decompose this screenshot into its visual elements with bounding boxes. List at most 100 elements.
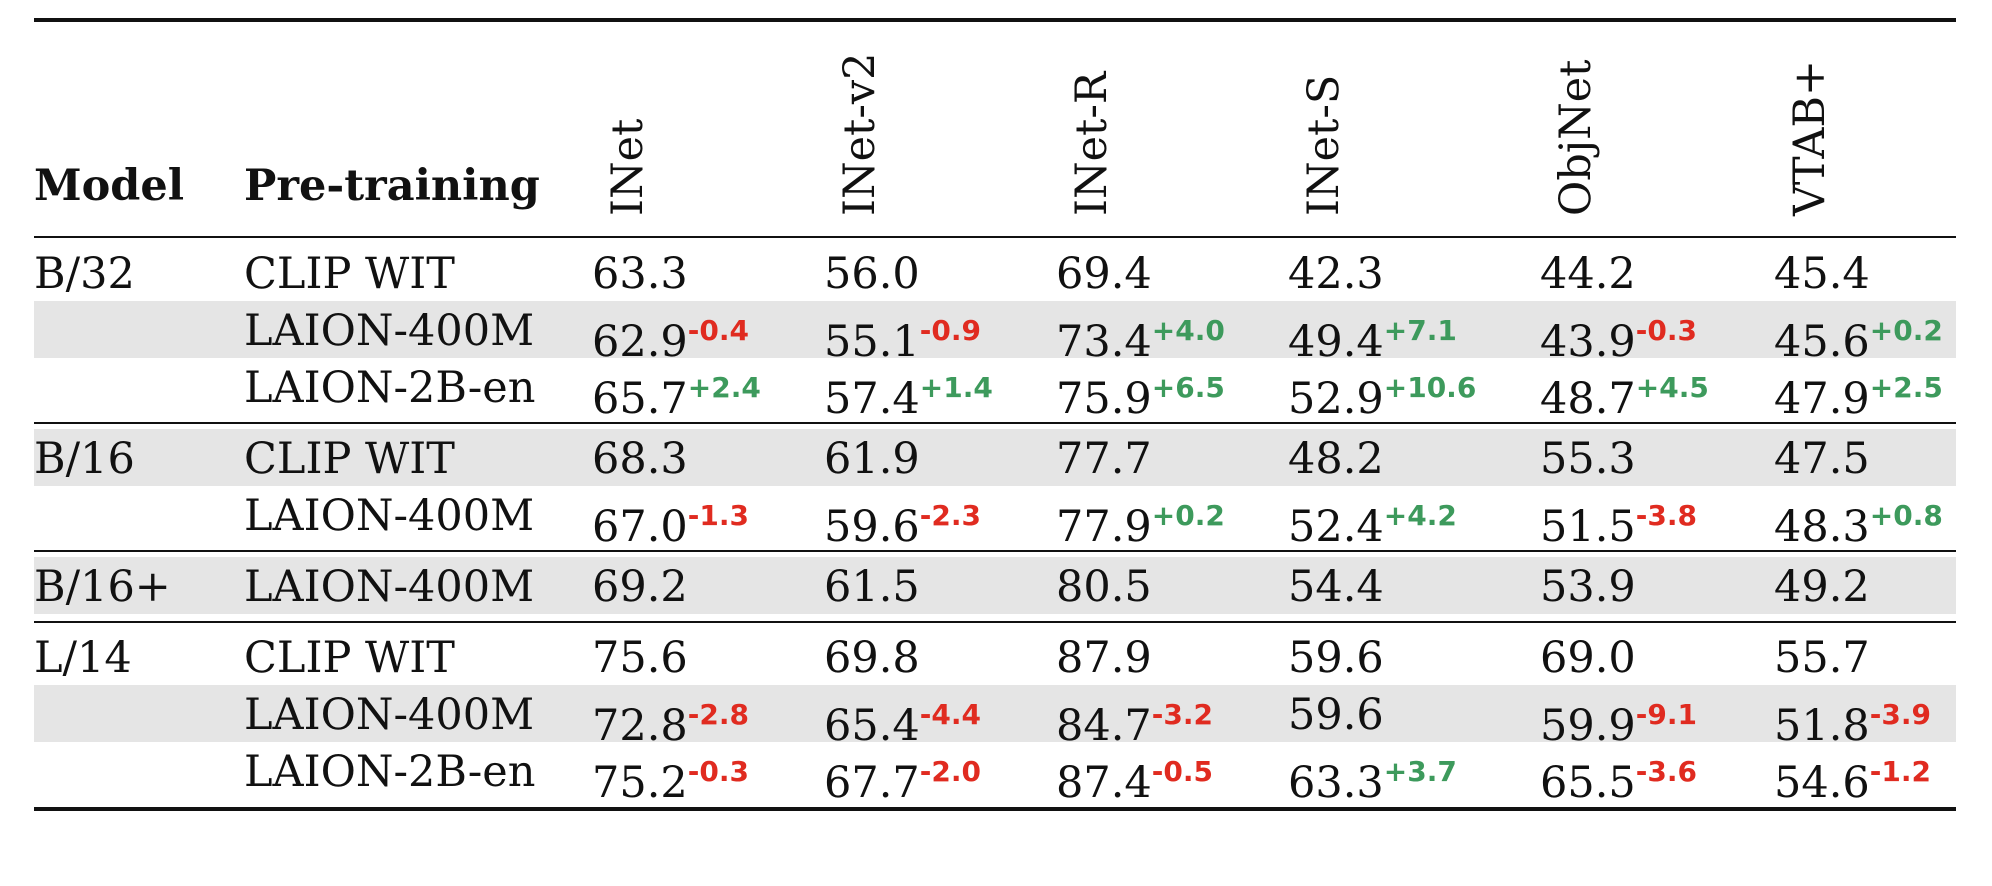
value-cell: 84.7-3.2 [1056, 687, 1213, 751]
value-cell: 47.5 [1774, 431, 1870, 487]
value-text: 63.3 [1288, 758, 1384, 808]
value-text: 44.2 [1540, 249, 1636, 299]
value-cell: 47.9+2.5 [1774, 360, 1943, 424]
shaded-row-band [34, 557, 1956, 614]
value-text: 75.6 [592, 633, 688, 683]
value-text: 59.6 [824, 502, 920, 552]
value-cell: 54.4 [1288, 559, 1384, 615]
value-text: 55.3 [1540, 434, 1636, 484]
delta-text: +10.6 [1383, 371, 1477, 404]
value-cell: 59.9-9.1 [1540, 687, 1697, 751]
value-text: 48.7 [1540, 374, 1636, 424]
value-cell: 69.4 [1056, 246, 1152, 302]
shaded-row-band [34, 429, 1956, 486]
header-column: INet-v2 [835, 52, 885, 216]
pretraining-cell: CLIP WIT [244, 249, 455, 299]
value-text: 77.9 [1056, 502, 1152, 552]
value-text: 51.8 [1774, 701, 1870, 751]
value-cell: 65.4-4.4 [824, 687, 981, 751]
pretraining-cell: LAION-400M [244, 306, 535, 356]
value-cell: 68.3 [592, 431, 688, 487]
delta-text: -1.3 [687, 499, 749, 532]
value-cell: 49.2 [1774, 559, 1870, 615]
value-cell: 48.3+0.8 [1774, 488, 1943, 552]
value-text: 54.4 [1288, 562, 1384, 612]
value-text: 69.0 [1540, 633, 1636, 683]
group-rule [34, 621, 1956, 623]
value-cell: 55.1-0.9 [824, 303, 981, 367]
value-cell: 61.9 [824, 431, 920, 487]
value-text: 75.2 [592, 758, 688, 808]
value-text: 55.1 [824, 317, 920, 367]
value-text: 68.3 [592, 434, 688, 484]
value-cell: 67.0-1.3 [592, 488, 749, 552]
value-text: 48.3 [1774, 502, 1870, 552]
value-text: 67.7 [824, 758, 920, 808]
value-cell: 42.3 [1288, 246, 1384, 302]
value-cell: 53.9 [1540, 559, 1636, 615]
value-cell: 61.5 [824, 559, 920, 615]
delta-text: -3.9 [1869, 698, 1931, 731]
value-cell: 75.9+6.5 [1056, 360, 1225, 424]
value-cell: 59.6-2.3 [824, 488, 981, 552]
delta-text: -3.6 [1635, 755, 1697, 788]
delta-text: -3.8 [1635, 499, 1697, 532]
bottom-rule [34, 807, 1956, 811]
delta-text: +7.1 [1383, 314, 1457, 347]
header-column: INet [603, 118, 653, 216]
value-text: 49.4 [1288, 317, 1384, 367]
value-cell: 87.4-0.5 [1056, 744, 1213, 808]
value-cell: 45.4 [1774, 246, 1870, 302]
value-text: 52.9 [1288, 374, 1384, 424]
value-text: 54.6 [1774, 758, 1870, 808]
value-cell: 67.7-2.0 [824, 744, 981, 808]
shaded-row-band [34, 301, 1956, 358]
value-text: 59.9 [1540, 701, 1636, 751]
delta-text: +4.5 [1635, 371, 1709, 404]
value-text: 72.8 [592, 701, 688, 751]
pretraining-cell: CLIP WIT [244, 434, 455, 484]
value-cell: 87.9 [1056, 630, 1152, 686]
results-table: Model Pre-training INet INet-v2 INet-R INet-S… [34, 18, 1956, 868]
delta-text: -0.4 [687, 314, 749, 347]
top-rule [34, 18, 1956, 22]
value-text: 61.5 [824, 562, 920, 612]
value-cell: 73.4+4.0 [1056, 303, 1225, 367]
value-cell: 59.6 [1288, 630, 1384, 686]
shaded-row-band [34, 685, 1956, 742]
value-text: 69.2 [592, 562, 688, 612]
group-rule [34, 550, 1956, 552]
value-cell: 62.9-0.4 [592, 303, 749, 367]
value-cell: 72.8-2.8 [592, 687, 749, 751]
value-text: 69.8 [824, 633, 920, 683]
value-cell: 55.3 [1540, 431, 1636, 487]
value-cell: 43.9-0.3 [1540, 303, 1697, 367]
value-cell: 51.5-3.8 [1540, 488, 1697, 552]
header-pretraining: Pre-training [244, 161, 540, 211]
pretraining-cell: LAION-400M [244, 562, 535, 612]
value-text: 62.9 [592, 317, 688, 367]
value-cell: 52.9+10.6 [1288, 360, 1477, 424]
delta-text: -2.0 [919, 755, 981, 788]
model-cell: L/14 [34, 633, 132, 683]
value-text: 56.0 [824, 249, 920, 299]
value-cell: 56.0 [824, 246, 920, 302]
value-text: 87.4 [1056, 758, 1152, 808]
value-text: 45.6 [1774, 317, 1870, 367]
value-cell: 69.2 [592, 559, 688, 615]
value-text: 61.9 [824, 434, 920, 484]
value-text: 75.9 [1056, 374, 1152, 424]
delta-text: +4.0 [1151, 314, 1225, 347]
value-cell: 75.6 [592, 630, 688, 686]
delta-text: -3.2 [1151, 698, 1213, 731]
model-cell: B/16 [34, 434, 135, 484]
delta-text: -2.3 [919, 499, 981, 532]
delta-text: -0.3 [1635, 314, 1697, 347]
delta-text: +3.7 [1383, 755, 1457, 788]
model-cell: B/32 [34, 249, 135, 299]
value-text: 49.2 [1774, 562, 1870, 612]
value-text: 87.9 [1056, 633, 1152, 683]
delta-text: +2.4 [687, 371, 761, 404]
header-column: INet-S [1299, 74, 1349, 216]
value-cell: 77.9+0.2 [1056, 488, 1225, 552]
